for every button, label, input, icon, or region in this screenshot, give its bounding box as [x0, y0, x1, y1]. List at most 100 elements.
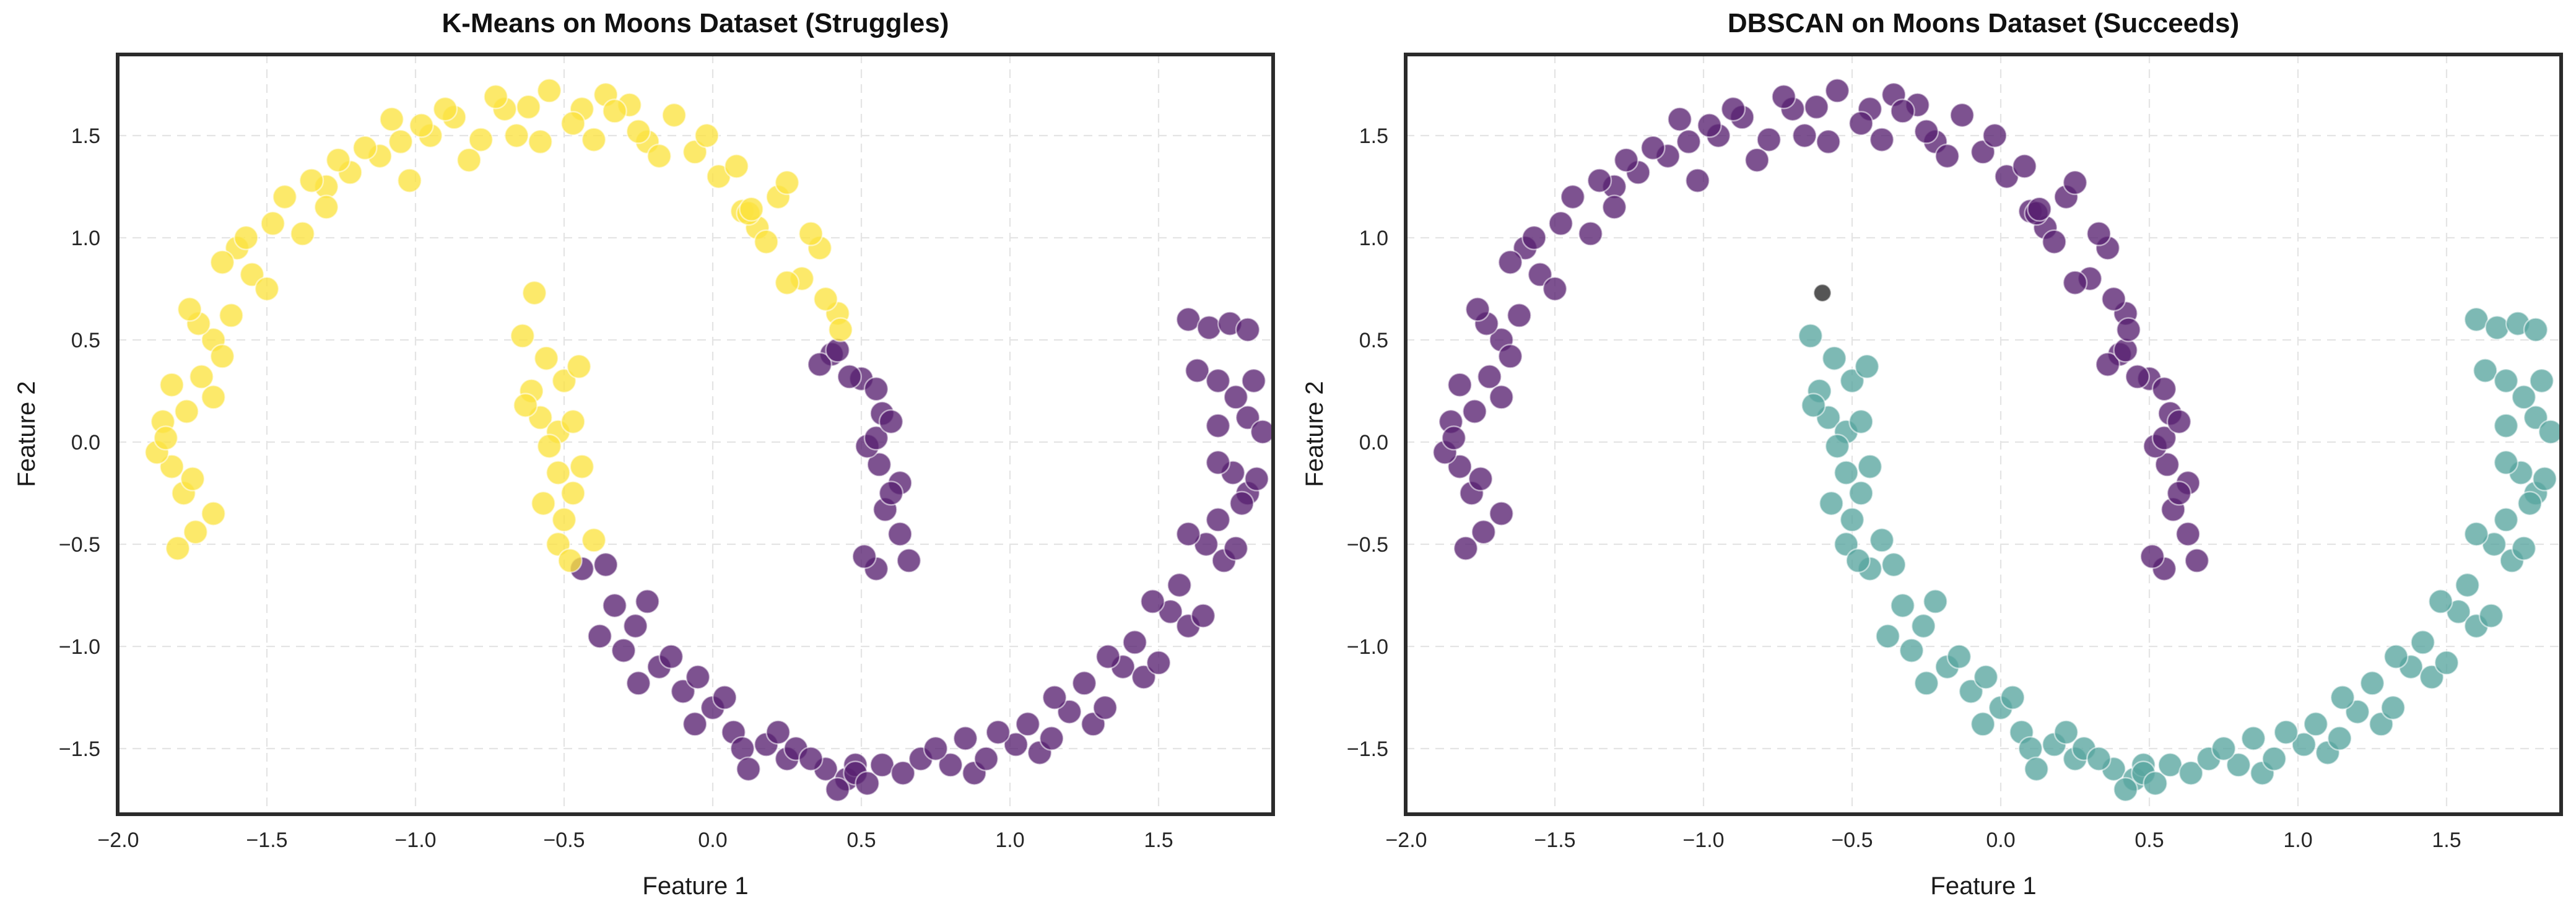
x-tick-label: −0.5: [1831, 828, 1873, 852]
x-tick-label: −1.5: [246, 828, 287, 852]
scatter-point: [625, 671, 651, 696]
scatter-point: [2511, 536, 2537, 561]
scatter-point: [2139, 544, 2165, 570]
y-tick-label: −1.5: [59, 737, 100, 761]
scatter-point: [2383, 644, 2409, 669]
scatter-point: [1477, 364, 1502, 389]
scatter-point: [516, 94, 541, 120]
scatter-point: [2062, 270, 2088, 295]
scatter-point: [1890, 593, 1915, 619]
scatter-point: [560, 480, 586, 506]
scatter-point: [2463, 306, 2489, 332]
scatter-point: [2261, 746, 2287, 771]
scatter-point: [1824, 433, 1850, 459]
scatter-point: [2532, 466, 2557, 492]
dbscan-scatter-svg: −2.0 −1.5 −1.0 −0.5 0.0 0.5 1.0 1.5 −1.5 −1.0 −0.5…: [1301, 8, 2564, 900]
scatter-point: [165, 536, 191, 561]
scatter-point: [2027, 196, 2052, 222]
scatter-point: [890, 760, 916, 786]
scatter-point: [1042, 685, 1068, 710]
scatter-point: [536, 78, 562, 103]
scatter-point: [1848, 110, 1874, 136]
scatter-point: [622, 613, 648, 639]
kmeans-plot-area: −2.0 −1.5 −1.0 −0.5 0.0 0.5 1.0 1.5 −1.5 −1.0 −0.5…: [59, 53, 1276, 852]
scatter-point: [1241, 368, 1266, 394]
x-tick-label: 1.0: [2283, 828, 2312, 852]
scatter-point: [2330, 685, 2356, 710]
scatter-point: [1015, 711, 1041, 737]
scatter-point: [379, 106, 404, 132]
scatter-point: [1881, 552, 1907, 578]
scatter-point: [159, 372, 185, 398]
scatter-point: [1839, 507, 1865, 532]
scatter-point: [1250, 419, 1276, 445]
scatter-point: [1848, 409, 1874, 435]
scatter-point: [2166, 480, 2192, 506]
scatter-point: [176, 297, 202, 322]
scatter-point: [290, 221, 315, 246]
scatter-point: [952, 726, 978, 751]
scatter-point: [1821, 346, 1847, 371]
scatter-point: [1175, 521, 1201, 547]
y-tick-label: 1.0: [71, 227, 100, 250]
scatter-point: [1548, 211, 1573, 237]
scatter-point: [2113, 776, 2138, 802]
scatter-point: [536, 433, 562, 459]
y-tick-label: 0.5: [71, 329, 100, 352]
scatter-point: [724, 154, 749, 179]
scatter-point: [1834, 460, 1859, 485]
dbscan-title: DBSCAN on Moons Dataset (Succeeds): [1728, 8, 2239, 38]
scatter-point: [1441, 425, 1467, 451]
scatter-point: [2484, 315, 2510, 341]
y-tick-label: 1.0: [1359, 227, 1388, 250]
x-tick-label: 0.5: [2134, 828, 2164, 852]
scatter-point: [2184, 548, 2210, 573]
scatter-point: [183, 519, 209, 545]
scatter-point: [409, 113, 434, 138]
scatter-point: [1521, 225, 1547, 251]
scatter-point: [1175, 306, 1201, 332]
scatter-point: [985, 719, 1011, 745]
scatter-point: [682, 711, 708, 737]
scatter-point: [878, 409, 904, 435]
scatter-point: [566, 354, 592, 380]
scatter-point: [1845, 548, 1871, 573]
scatter-point: [1923, 589, 1948, 614]
scatter-point: [1685, 168, 1710, 193]
x-tick-label: −1.0: [1682, 828, 1724, 852]
scatter-point: [646, 143, 672, 169]
scatter-point: [1946, 644, 1972, 669]
scatter-point: [1092, 695, 1118, 721]
scatter-point: [1586, 168, 1612, 193]
scatter-point: [2024, 756, 2049, 782]
scatter-point: [1875, 624, 1900, 649]
scatter-point: [1196, 315, 1222, 341]
scatter-point: [557, 548, 583, 573]
x-tick-label: −2.0: [1385, 828, 1427, 852]
y-tick-label: −1.0: [1347, 635, 1388, 659]
scatter-point: [581, 528, 607, 553]
scatter-point: [807, 352, 833, 377]
scatter-point: [1185, 358, 1210, 383]
scatter-point: [1464, 297, 1490, 322]
y-tick-label: −1.5: [1347, 737, 1388, 761]
scatter-point: [1497, 250, 1523, 275]
scatter-point: [1913, 119, 1939, 144]
scatter-point: [219, 303, 244, 328]
scatter-point: [2291, 732, 2317, 757]
scatter-point: [1640, 135, 1666, 161]
scatter-point: [2175, 521, 2201, 547]
scatter-point: [325, 147, 351, 173]
scatter-point: [1140, 589, 1165, 614]
scatter-point: [1223, 536, 1249, 561]
scatter-point: [533, 346, 559, 371]
scatter-point: [209, 250, 235, 275]
scatter-point: [1122, 630, 1147, 655]
scatter-point: [551, 507, 577, 532]
scatter-point: [1697, 113, 1722, 138]
scatter-point: [825, 776, 850, 802]
scatter-point: [201, 501, 226, 526]
scatter-point: [739, 196, 764, 222]
scatter-point: [1824, 78, 1850, 103]
scatter-point: [1489, 385, 1514, 410]
